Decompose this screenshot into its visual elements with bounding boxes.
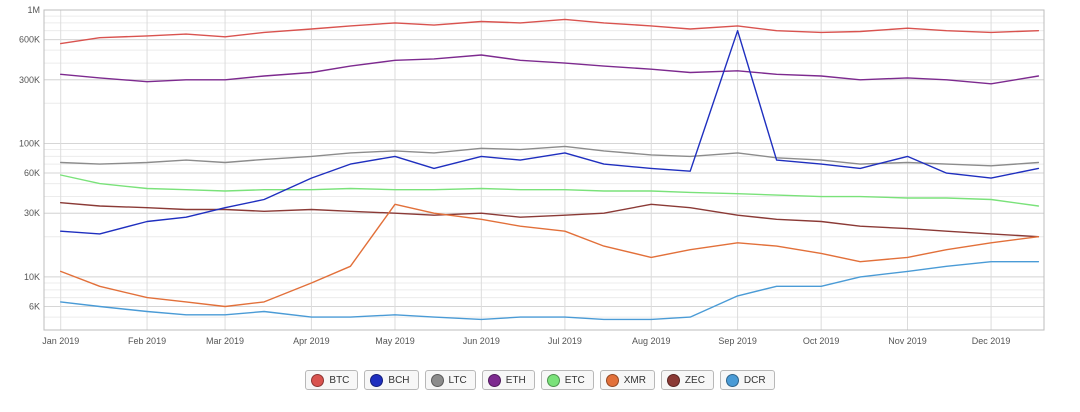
- series-line-eth: [60, 54, 1040, 85]
- legend-item-eth[interactable]: ETH: [481, 370, 535, 390]
- legend-item-ltc[interactable]: LTC: [424, 370, 476, 390]
- legend-item-bch[interactable]: BCH: [364, 370, 419, 390]
- legend-item-dcr[interactable]: DCR: [719, 370, 775, 390]
- x-tick-label: Dec 2019: [972, 336, 1011, 346]
- legend-swatch-xmr: [605, 373, 619, 387]
- y-tick-label: 60K: [24, 168, 40, 178]
- legend-item-xmr[interactable]: XMR: [599, 370, 655, 390]
- legend-swatch-eth: [487, 373, 501, 387]
- x-tick-label: Jan 2019: [42, 336, 79, 346]
- x-tick-label: Apr 2019: [293, 336, 330, 346]
- legend-item-zec[interactable]: ZEC: [660, 370, 714, 390]
- x-tick-label: Aug 2019: [632, 336, 671, 346]
- legend-swatch-etc: [546, 373, 560, 387]
- series-line-btc: [60, 18, 1040, 45]
- series-line-bch: [60, 30, 1040, 235]
- legend-label-ltc: LTC: [448, 374, 467, 386]
- legend-label-bch: BCH: [388, 374, 410, 386]
- y-tick-label: 300K: [19, 75, 40, 85]
- x-tick-label: Jun 2019: [463, 336, 500, 346]
- legend-label-etc: ETC: [564, 374, 585, 386]
- y-tick-label: 1M: [27, 5, 40, 15]
- x-tick-label: Jul 2019: [548, 336, 582, 346]
- series-line-dcr: [60, 261, 1040, 321]
- chart-area: 6K 10K 30K 60K 100K 300K 600K 1M Jan 2019 Feb 201…: [19, 5, 1045, 346]
- x-tick-label: Sep 2019: [718, 336, 757, 346]
- series-line-zec: [60, 201, 1040, 238]
- legend-item-btc[interactable]: BTC: [305, 370, 359, 390]
- legend-label-eth: ETH: [505, 374, 526, 386]
- x-tick-label: Feb 2019: [128, 336, 166, 346]
- legend-item-etc[interactable]: ETC: [540, 370, 594, 390]
- x-tick-label: Nov 2019: [888, 336, 927, 346]
- legend-label-xmr: XMR: [623, 374, 646, 386]
- y-tick-label: 30K: [24, 208, 40, 218]
- series-line-etc: [60, 174, 1040, 207]
- y-tick-label: 100K: [19, 138, 40, 148]
- y-tick-label: 600K: [19, 35, 40, 45]
- y-tick-label: 6K: [29, 302, 40, 312]
- line-chart: 6K 10K 30K 60K 100K 300K 600K 1M Jan 2019 Feb 201…: [19, 5, 1045, 346]
- x-tick-label: Mar 2019: [206, 336, 244, 346]
- x-tick-label: Oct 2019: [803, 336, 840, 346]
- legend-swatch-bch: [370, 373, 384, 387]
- series-line-xmr: [60, 203, 1040, 308]
- legend-swatch-ltc: [430, 373, 444, 387]
- legend-label-zec: ZEC: [684, 374, 705, 386]
- legend-swatch-dcr: [725, 373, 739, 387]
- y-tick-label: 10K: [24, 272, 40, 282]
- plot-frame: [43, 9, 1045, 331]
- series-line-ltc: [60, 145, 1040, 167]
- legend: BTC BCH LTC ETH ETC XMR ZEC DCR: [0, 366, 1080, 394]
- legend-label-btc: BTC: [329, 374, 350, 386]
- legend-swatch-zec: [666, 373, 680, 387]
- x-tick-label: May 2019: [375, 336, 415, 346]
- legend-label-dcr: DCR: [743, 374, 766, 386]
- legend-swatch-btc: [311, 373, 325, 387]
